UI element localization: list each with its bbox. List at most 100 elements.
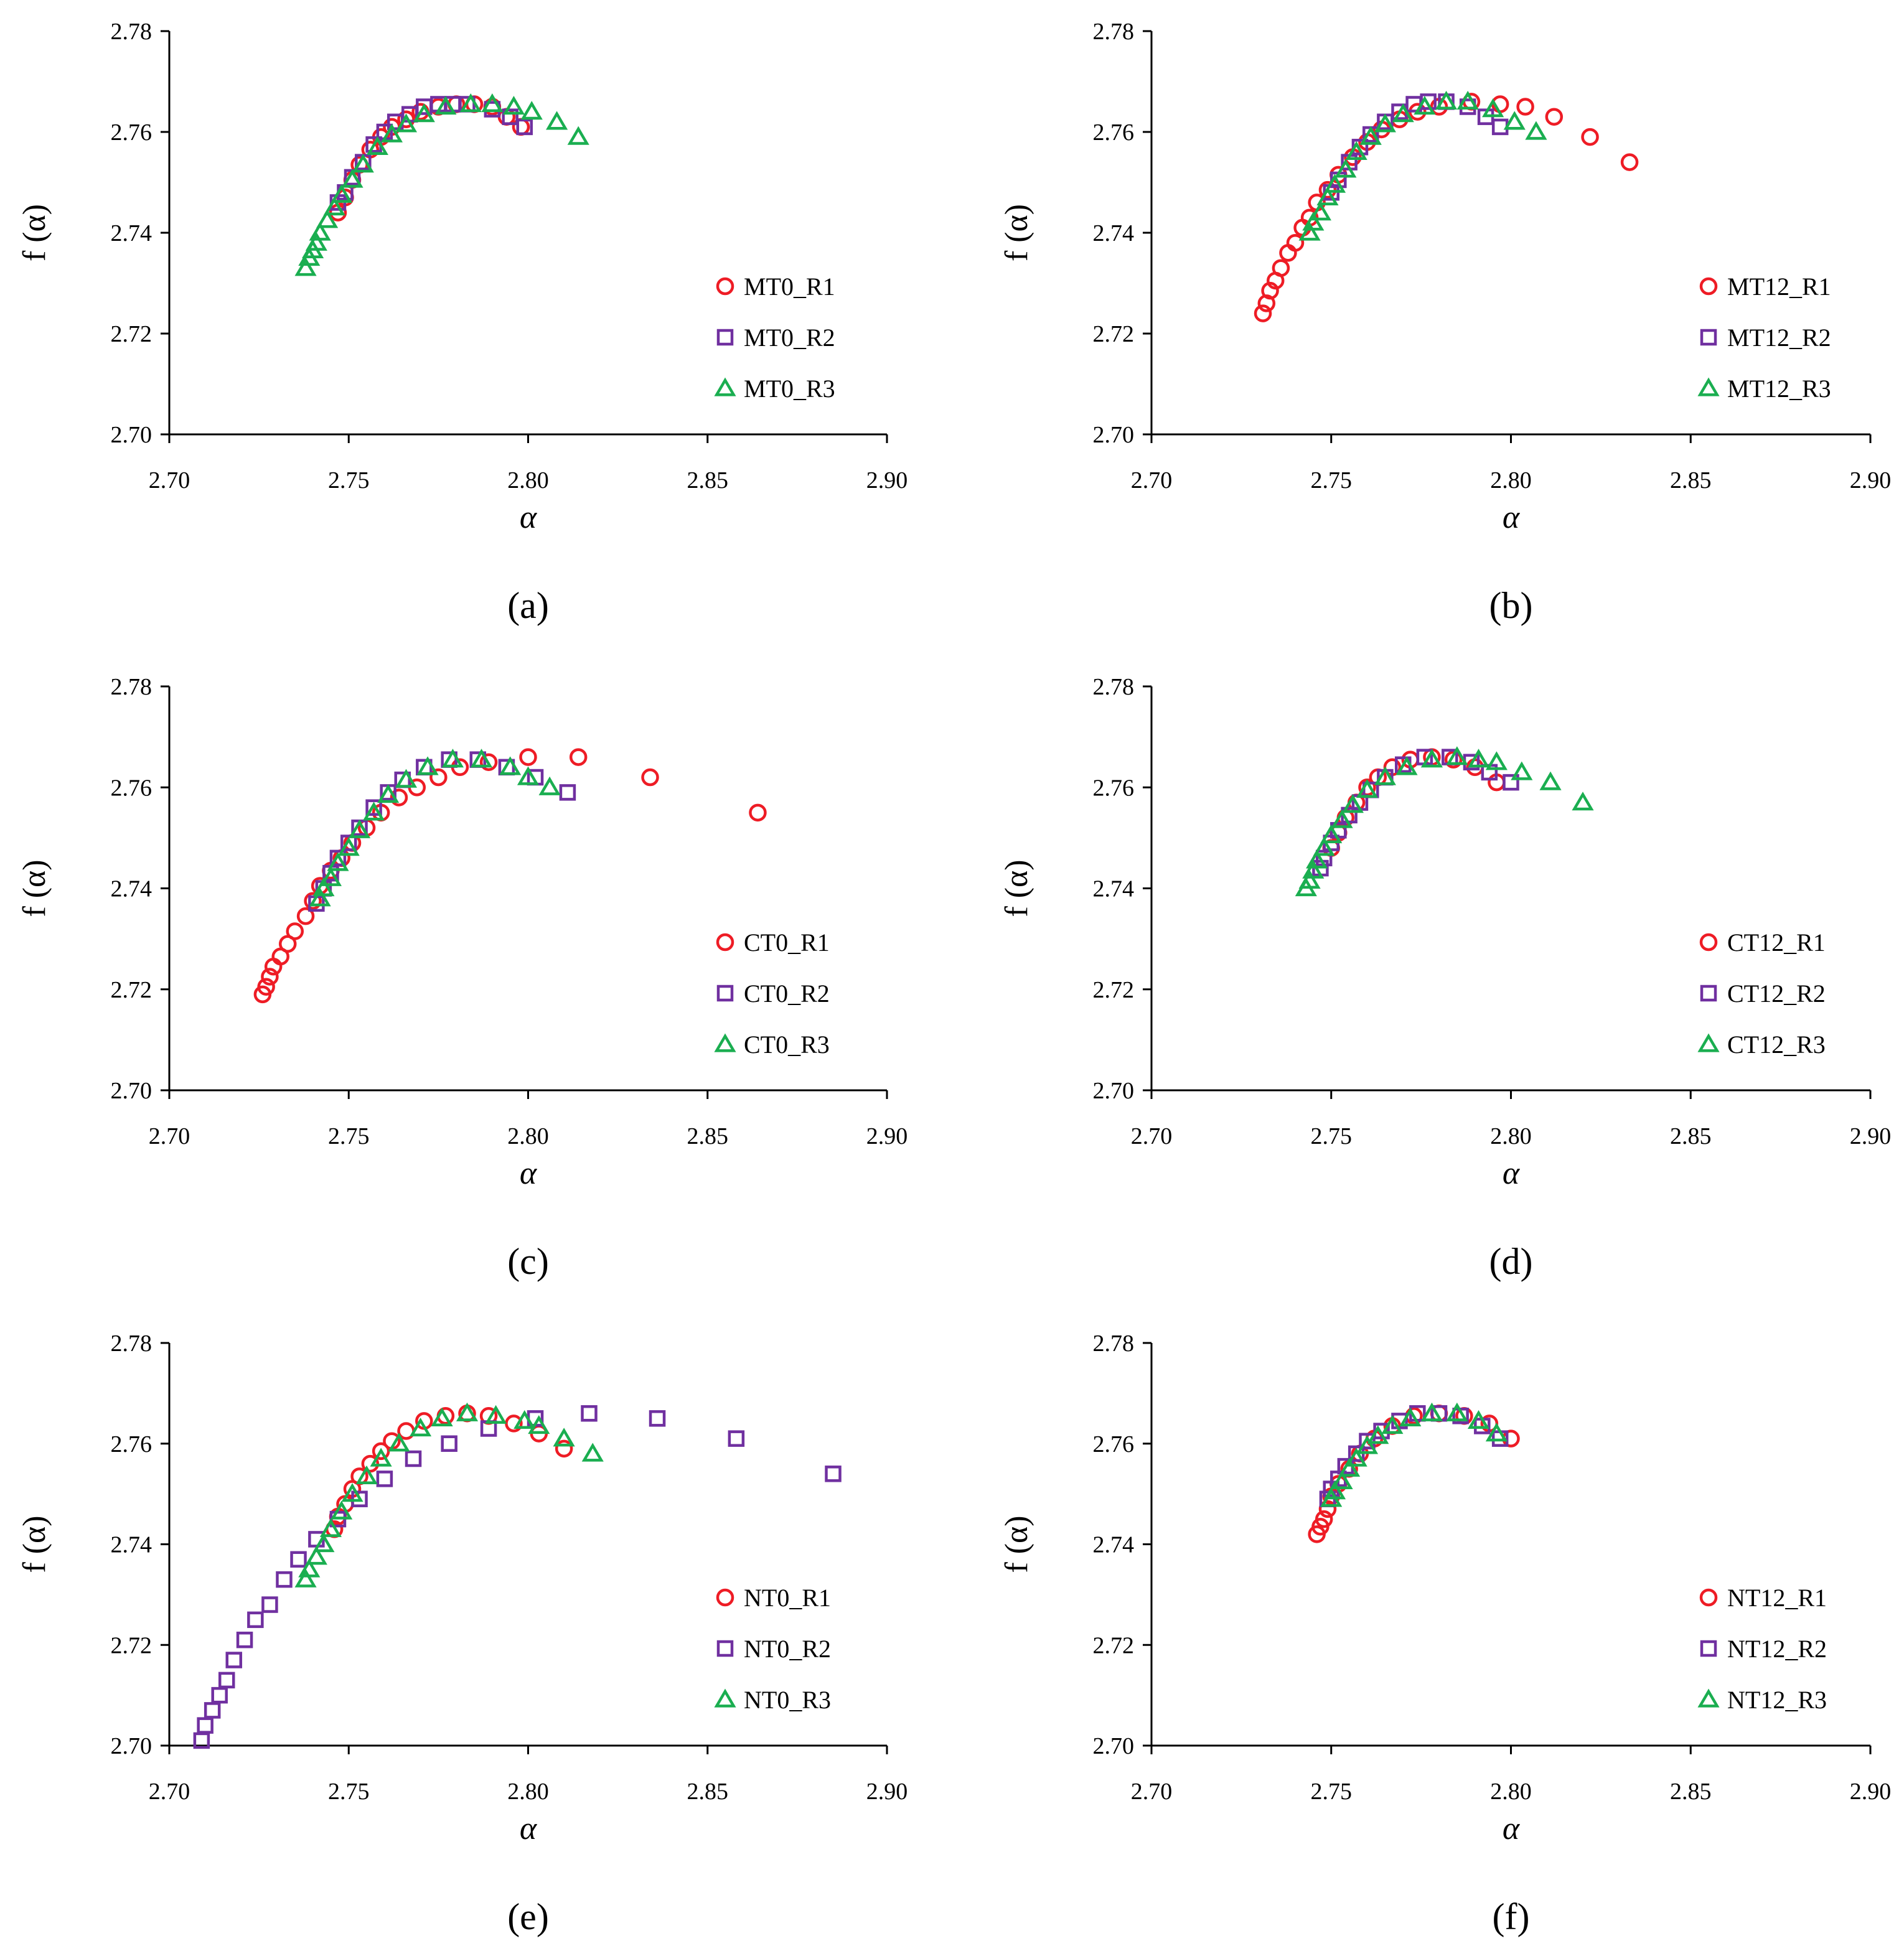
x-tick-label: 2.80 xyxy=(1490,467,1532,493)
legend-label: MT12_R1 xyxy=(1727,273,1831,301)
data-point xyxy=(441,749,464,768)
data-point xyxy=(434,96,457,115)
data-point xyxy=(1320,824,1343,843)
x-tick-label: 2.85 xyxy=(1670,1779,1712,1805)
y-axis-title: f (α) xyxy=(999,1515,1034,1573)
y-tick-label: 2.74 xyxy=(1093,220,1135,246)
data-point xyxy=(319,1518,342,1537)
data-point xyxy=(1446,1402,1468,1421)
data-point xyxy=(365,799,382,816)
data-point xyxy=(1444,751,1463,769)
data-point xyxy=(1456,90,1479,110)
data-point xyxy=(305,232,327,251)
x-tick-label: 2.90 xyxy=(1850,1779,1892,1805)
y-tick-label: 2.76 xyxy=(111,119,152,146)
data-point xyxy=(514,1410,536,1429)
data-point xyxy=(538,776,561,795)
legend-label: CT12_R2 xyxy=(1727,980,1826,1008)
x-axis-title: α xyxy=(1503,1156,1521,1191)
x-tick-label: 2.90 xyxy=(1850,467,1892,493)
data-point xyxy=(370,1448,392,1467)
legend-label: NT0_R2 xyxy=(744,1635,831,1663)
data-point xyxy=(749,803,767,822)
y-tick-label: 2.70 xyxy=(111,1078,152,1104)
data-point xyxy=(331,184,353,203)
y-axis-title: f (α) xyxy=(17,859,52,917)
legend: NT0_R1 NT0_R2 NT0_R3 xyxy=(714,1584,831,1714)
legend-label: NT0_R3 xyxy=(744,1686,831,1714)
data-point xyxy=(247,1611,264,1629)
data-point xyxy=(1315,1510,1333,1528)
y-tick-label: 2.78 xyxy=(1093,1331,1135,1357)
y-tick-label: 2.70 xyxy=(111,1733,152,1759)
y-tick-label: 2.72 xyxy=(111,1632,152,1658)
data-point xyxy=(276,1571,293,1588)
data-point xyxy=(294,257,317,276)
data-point xyxy=(261,968,279,986)
data-point xyxy=(309,222,331,241)
data-point xyxy=(1341,794,1364,813)
y-tick-label: 2.76 xyxy=(111,1431,152,1457)
y-tick-label: 2.78 xyxy=(111,674,152,700)
x-tick-label: 2.70 xyxy=(149,467,190,493)
legend: MT12_R1 MT12_R2 MT12_R3 xyxy=(1697,273,1831,403)
legend-label: MT0_R3 xyxy=(744,375,835,403)
x-tick-label: 2.90 xyxy=(866,1123,908,1149)
x-tick-label: 2.70 xyxy=(149,1779,190,1805)
legend: CT0_R1 CT0_R2 CT0_R3 xyxy=(714,928,830,1059)
chart-panel-c: 2.70 2.72 2.74 2.76 2.78 2.70 2.75 2.80 2.85 2.90… xyxy=(17,674,907,1282)
x-tick-label: 2.75 xyxy=(1311,1123,1353,1149)
chart-panel-f: 2.70 2.72 2.74 2.76 2.78 2.70 2.75 2.80 2.85 2.90… xyxy=(999,1331,1891,1937)
data-point xyxy=(409,1418,432,1437)
data-point xyxy=(641,768,659,787)
x-tick-label: 2.80 xyxy=(507,467,549,493)
data-point xyxy=(1525,121,1547,140)
data-point xyxy=(305,1546,327,1565)
data-point xyxy=(1491,118,1509,136)
legend-label: MT0_R1 xyxy=(744,273,835,301)
data-point xyxy=(1414,96,1436,115)
series-CT0_R1 xyxy=(253,748,767,1004)
panel-label: (f) xyxy=(1493,1896,1530,1937)
data-point xyxy=(290,1551,307,1568)
data-point xyxy=(211,1686,228,1704)
data-point xyxy=(1316,186,1339,205)
y-tick-label: 2.76 xyxy=(111,775,152,801)
data-point xyxy=(567,126,589,145)
data-point xyxy=(1302,212,1325,231)
y-tick-label: 2.74 xyxy=(1093,876,1135,902)
series-MT0_R2 xyxy=(329,96,533,211)
data-point xyxy=(553,1428,575,1447)
series-CT12_R3 xyxy=(1295,746,1594,897)
data-point xyxy=(1261,281,1279,300)
y-tick-label: 2.76 xyxy=(1093,1431,1135,1457)
legend-marker xyxy=(1697,1688,1720,1708)
data-point xyxy=(348,819,371,838)
y-axis-title: f (α) xyxy=(999,204,1034,261)
chart-panel-e: 2.70 2.72 2.74 2.76 2.78 2.70 2.75 2.80 2.85 2.90… xyxy=(17,1331,907,1937)
data-point xyxy=(261,1596,278,1613)
data-point xyxy=(1467,1410,1490,1429)
legend-marker xyxy=(1700,985,1717,1002)
chart-panel-a: 2.70 2.72 2.74 2.76 2.78 2.70 2.75 2.80 2.85 2.90… xyxy=(17,19,907,626)
data-point xyxy=(331,1500,353,1520)
data-point xyxy=(1516,98,1534,116)
x-tick-label: 2.70 xyxy=(1131,1123,1173,1149)
data-point xyxy=(225,1652,243,1668)
data-point xyxy=(1309,202,1331,221)
data-point xyxy=(1313,837,1335,856)
data-point xyxy=(1503,111,1526,130)
y-tick-label: 2.74 xyxy=(111,220,152,246)
data-point xyxy=(479,753,498,771)
series-MT12_R1 xyxy=(1254,93,1639,322)
data-point xyxy=(485,1405,507,1424)
y-tick-label: 2.74 xyxy=(111,1532,152,1558)
x-tick-label: 2.70 xyxy=(149,1123,190,1149)
legend-marker xyxy=(1699,1588,1718,1607)
data-point xyxy=(555,1439,573,1458)
data-point xyxy=(1331,809,1353,828)
y-tick-label: 2.78 xyxy=(111,1331,152,1357)
y-tick-label: 2.70 xyxy=(1093,1078,1135,1104)
x-tick-label: 2.90 xyxy=(866,467,908,493)
data-point xyxy=(304,892,322,910)
